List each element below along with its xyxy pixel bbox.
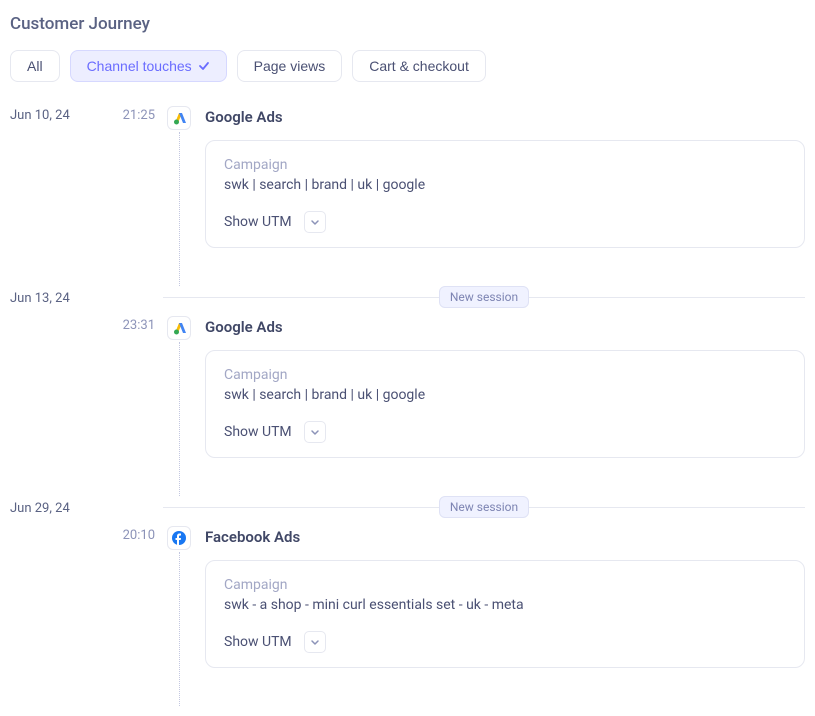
time-label: 20:10	[104, 526, 159, 543]
google-ads-icon	[167, 106, 191, 130]
new-session-badge: New session	[439, 496, 529, 518]
timeline-connector	[179, 342, 180, 496]
filter-label: Page views	[254, 58, 326, 74]
timeline-connector	[179, 132, 180, 286]
channel-name: Google Ads	[205, 316, 805, 336]
campaign-label: Campaign	[224, 367, 786, 383]
show-utm-label: Show UTM	[224, 424, 292, 440]
time-label: 23:31	[104, 316, 159, 333]
filter-cart-checkout[interactable]: Cart & checkout	[352, 50, 486, 82]
touch-card: Campaign swk | search | brand | uk | goog…	[205, 350, 805, 458]
timeline-entry: 23:31 Google Ads Campaign swk | search | br…	[10, 316, 805, 496]
timeline-entry: 20:10 Facebook Ads Campaign swk - a shop - …	[10, 526, 805, 706]
date-label	[10, 526, 100, 528]
filter-page-views[interactable]: Page views	[237, 50, 343, 82]
show-utm-toggle[interactable]: Show UTM	[224, 631, 786, 653]
timeline-entry: Jun 10, 2421:25 Google Ads Campaign swk | s…	[10, 106, 805, 286]
filter-all[interactable]: All	[10, 50, 60, 82]
show-utm-toggle[interactable]: Show UTM	[224, 421, 786, 443]
campaign-value: swk | search | brand | uk | google	[224, 387, 786, 403]
chevron-down-icon[interactable]	[304, 631, 326, 653]
filter-label: Channel touches	[87, 58, 192, 74]
campaign-value: swk - a shop - mini curl essentials set …	[224, 597, 786, 613]
new-session-badge: New session	[439, 286, 529, 308]
campaign-label: Campaign	[224, 157, 786, 173]
campaign-value: swk | search | brand | uk | google	[224, 177, 786, 193]
channel-name: Facebook Ads	[205, 526, 805, 546]
date-label: Jun 10, 24	[10, 106, 100, 123]
show-utm-label: Show UTM	[224, 214, 292, 230]
session-divider: Jun 13, 24 New session	[10, 286, 805, 308]
facebook-ads-icon	[167, 526, 191, 550]
date-label	[10, 316, 100, 318]
timeline-connector	[179, 552, 180, 706]
timeline: Jun 10, 2421:25 Google Ads Campaign swk | s…	[10, 106, 805, 706]
filter-row: All Channel touches Page views Cart & check…	[10, 50, 805, 82]
check-icon	[198, 60, 210, 72]
filter-channel-touches[interactable]: Channel touches	[70, 50, 227, 82]
page-title: Customer Journey	[10, 14, 805, 34]
show-utm-label: Show UTM	[224, 634, 292, 650]
touch-card: Campaign swk | search | brand | uk | goog…	[205, 140, 805, 248]
touch-card: Campaign swk - a shop - mini curl essenti…	[205, 560, 805, 668]
show-utm-toggle[interactable]: Show UTM	[224, 211, 786, 233]
date-label: Jun 13, 24	[10, 289, 100, 306]
campaign-label: Campaign	[224, 577, 786, 593]
filter-label: All	[27, 58, 43, 74]
date-label: Jun 29, 24	[10, 499, 100, 516]
chevron-down-icon[interactable]	[304, 421, 326, 443]
channel-name: Google Ads	[205, 106, 805, 126]
chevron-down-icon[interactable]	[304, 211, 326, 233]
session-divider: Jun 29, 24 New session	[10, 496, 805, 518]
time-label: 21:25	[104, 106, 159, 123]
filter-label: Cart & checkout	[369, 58, 469, 74]
google-ads-icon	[167, 316, 191, 340]
